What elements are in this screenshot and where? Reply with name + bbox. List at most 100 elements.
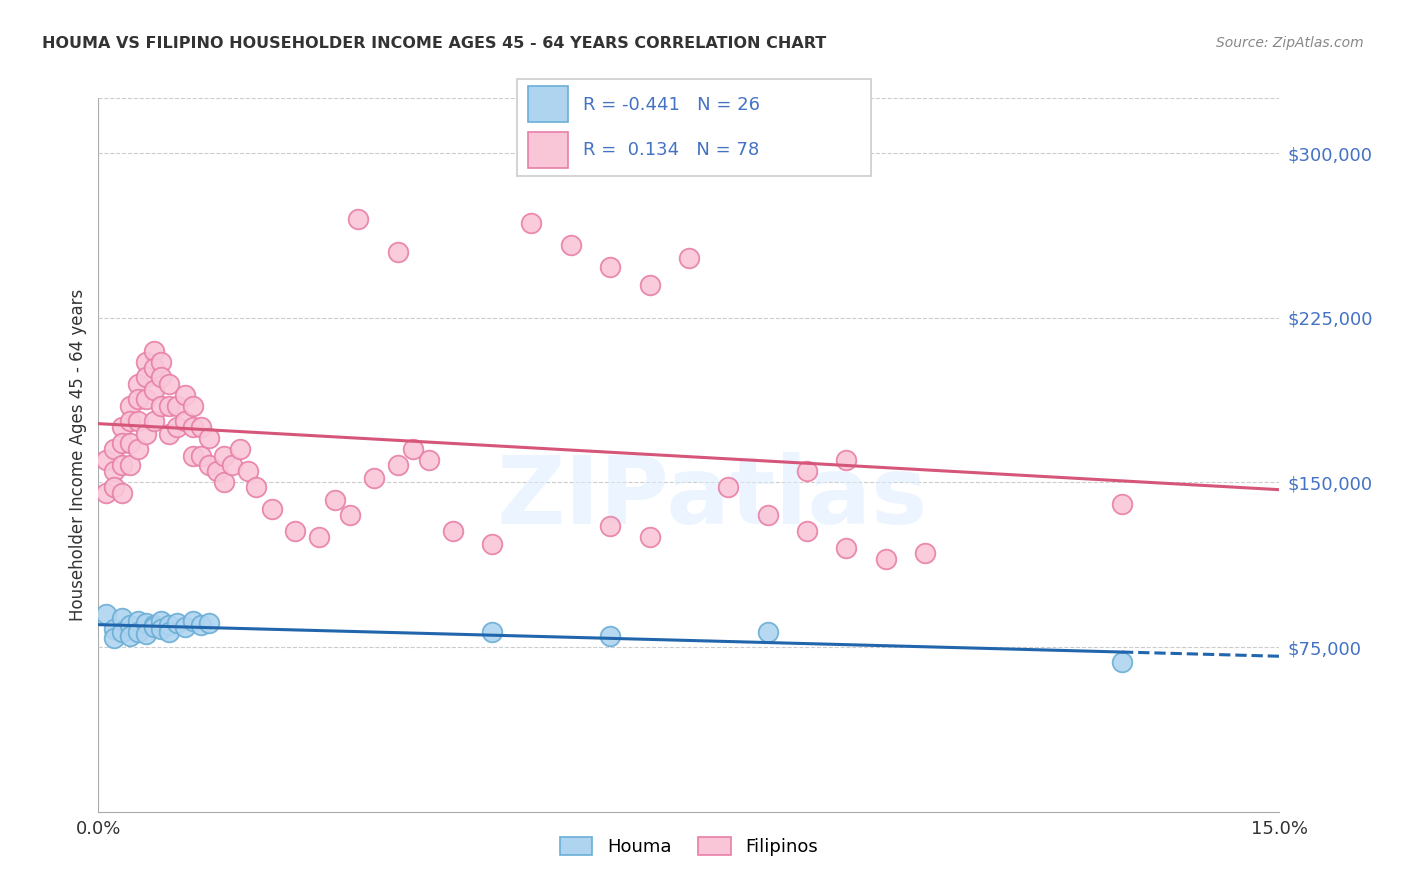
- Point: [190, 420, 212, 434]
- Point: [142, 361, 165, 376]
- Point: [197, 432, 219, 446]
- Point: [157, 427, 180, 442]
- Point: [142, 618, 165, 632]
- Point: [111, 611, 134, 625]
- Point: [599, 260, 621, 275]
- FancyBboxPatch shape: [527, 132, 568, 168]
- Point: [150, 370, 173, 384]
- Point: [638, 530, 661, 544]
- Point: [181, 449, 204, 463]
- Point: [756, 624, 779, 639]
- Point: [481, 537, 503, 551]
- Point: [236, 464, 259, 478]
- Point: [142, 414, 165, 428]
- Point: [157, 624, 180, 639]
- Point: [914, 546, 936, 560]
- Point: [157, 618, 180, 632]
- Point: [150, 399, 173, 413]
- Point: [118, 629, 141, 643]
- Point: [127, 614, 149, 628]
- Point: [103, 464, 125, 478]
- Point: [118, 399, 141, 413]
- Point: [284, 524, 307, 538]
- Point: [142, 383, 165, 397]
- Point: [96, 453, 118, 467]
- Point: [387, 458, 409, 472]
- Point: [111, 486, 134, 500]
- Legend: Houma, Filipinos: Houma, Filipinos: [553, 830, 825, 863]
- Point: [402, 442, 425, 457]
- Point: [599, 519, 621, 533]
- Point: [481, 624, 503, 639]
- Point: [118, 458, 141, 472]
- Point: [111, 624, 134, 639]
- Point: [127, 414, 149, 428]
- Point: [181, 399, 204, 413]
- Point: [197, 458, 219, 472]
- Point: [103, 480, 125, 494]
- Point: [1111, 656, 1133, 670]
- Point: [118, 435, 141, 450]
- Y-axis label: Householder Income Ages 45 - 64 years: Householder Income Ages 45 - 64 years: [69, 289, 87, 621]
- Point: [560, 238, 582, 252]
- Point: [96, 607, 118, 621]
- Text: R =  0.134   N = 78: R = 0.134 N = 78: [582, 141, 759, 159]
- Point: [96, 486, 118, 500]
- Point: [135, 370, 157, 384]
- Point: [111, 420, 134, 434]
- Point: [796, 524, 818, 538]
- Point: [127, 376, 149, 391]
- Text: Source: ZipAtlas.com: Source: ZipAtlas.com: [1216, 36, 1364, 50]
- Point: [166, 420, 188, 434]
- Point: [796, 464, 818, 478]
- Point: [347, 211, 370, 226]
- Point: [142, 620, 165, 634]
- Point: [599, 629, 621, 643]
- Point: [135, 354, 157, 368]
- Point: [323, 492, 346, 507]
- Text: HOUMA VS FILIPINO HOUSEHOLDER INCOME AGES 45 - 64 YEARS CORRELATION CHART: HOUMA VS FILIPINO HOUSEHOLDER INCOME AGE…: [42, 36, 827, 51]
- Point: [103, 632, 125, 646]
- Point: [875, 552, 897, 566]
- Point: [150, 614, 173, 628]
- Point: [717, 480, 740, 494]
- Point: [190, 618, 212, 632]
- Point: [339, 508, 361, 523]
- Point: [166, 399, 188, 413]
- Point: [103, 442, 125, 457]
- Point: [174, 387, 197, 401]
- Point: [260, 501, 283, 516]
- Point: [135, 627, 157, 641]
- Point: [1111, 497, 1133, 511]
- Point: [111, 458, 134, 472]
- Text: R = -0.441   N = 26: R = -0.441 N = 26: [582, 95, 759, 113]
- Point: [678, 252, 700, 266]
- Point: [520, 216, 543, 230]
- Point: [127, 624, 149, 639]
- Point: [756, 508, 779, 523]
- Point: [127, 442, 149, 457]
- Point: [197, 615, 219, 630]
- Point: [221, 458, 243, 472]
- Point: [190, 449, 212, 463]
- Point: [135, 392, 157, 406]
- Point: [150, 354, 173, 368]
- Point: [142, 343, 165, 358]
- Point: [214, 449, 236, 463]
- Point: [181, 614, 204, 628]
- Point: [229, 442, 252, 457]
- Point: [181, 420, 204, 434]
- Point: [835, 541, 858, 556]
- Point: [135, 615, 157, 630]
- Point: [118, 414, 141, 428]
- FancyBboxPatch shape: [527, 87, 568, 122]
- Point: [308, 530, 330, 544]
- FancyBboxPatch shape: [517, 78, 872, 177]
- Point: [638, 277, 661, 292]
- Text: ZIPatlas: ZIPatlas: [496, 451, 928, 544]
- Point: [205, 464, 228, 478]
- Point: [387, 244, 409, 259]
- Point: [157, 376, 180, 391]
- Point: [118, 618, 141, 632]
- Point: [214, 475, 236, 490]
